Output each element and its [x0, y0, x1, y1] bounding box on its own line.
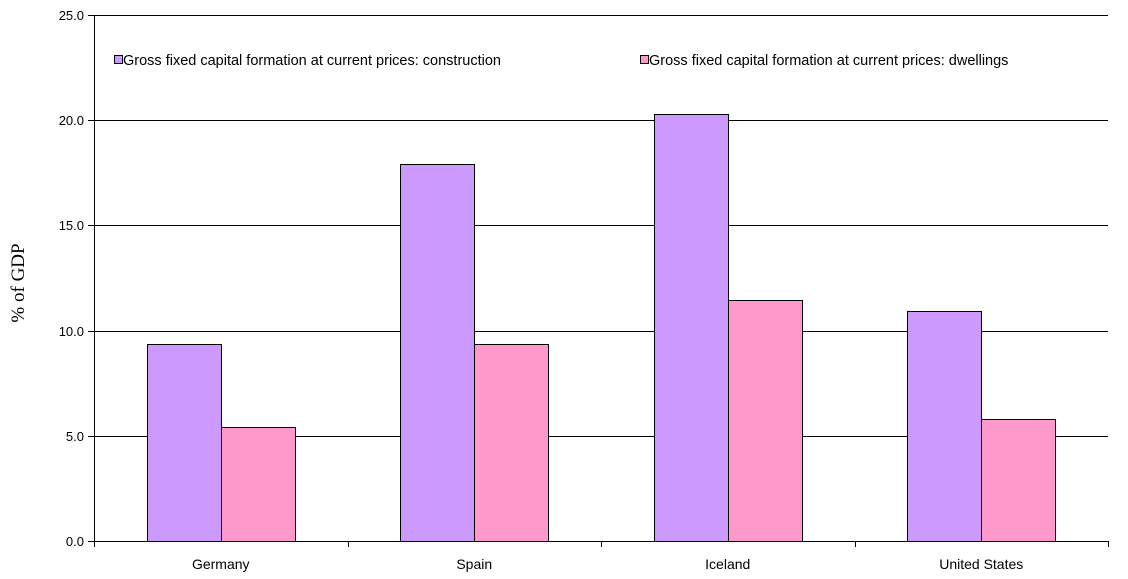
y-tick-label: 20.0	[59, 113, 84, 128]
y-tick-label: 25.0	[59, 8, 84, 23]
y-tick-label: 0.0	[66, 534, 84, 549]
bar	[474, 344, 549, 542]
tick-labels: 0.0 5.0 10.0 15.0 20.0 25.0 Germany Spain Icelan…	[59, 8, 1024, 572]
legend: Gross fixed capital formation at current…	[114, 53, 1008, 69]
bar	[654, 114, 729, 542]
bar	[221, 427, 296, 542]
x-tick-label: United States	[939, 556, 1023, 572]
y-tick-label: 15.0	[59, 218, 84, 233]
legend-swatch	[114, 55, 123, 64]
x-tick-label: Iceland	[705, 556, 750, 572]
bar	[400, 164, 475, 542]
y-axis-title: % of GDP	[8, 243, 29, 322]
legend-entry-label: Gross fixed capital formation at current…	[649, 53, 1008, 69]
legend-swatch	[640, 55, 649, 64]
axes	[88, 15, 1109, 547]
x-tick-label: Germany	[192, 556, 250, 572]
x-tick-label: Spain	[456, 556, 492, 572]
y-tick-label: 10.0	[59, 324, 84, 339]
legend-entry-label: Gross fixed capital formation at current…	[123, 53, 501, 69]
bar	[907, 311, 982, 542]
bar	[728, 300, 803, 542]
y-tick-label: 5.0	[66, 429, 84, 444]
bars	[147, 114, 1056, 542]
bar	[981, 419, 1056, 542]
bar	[147, 344, 222, 542]
